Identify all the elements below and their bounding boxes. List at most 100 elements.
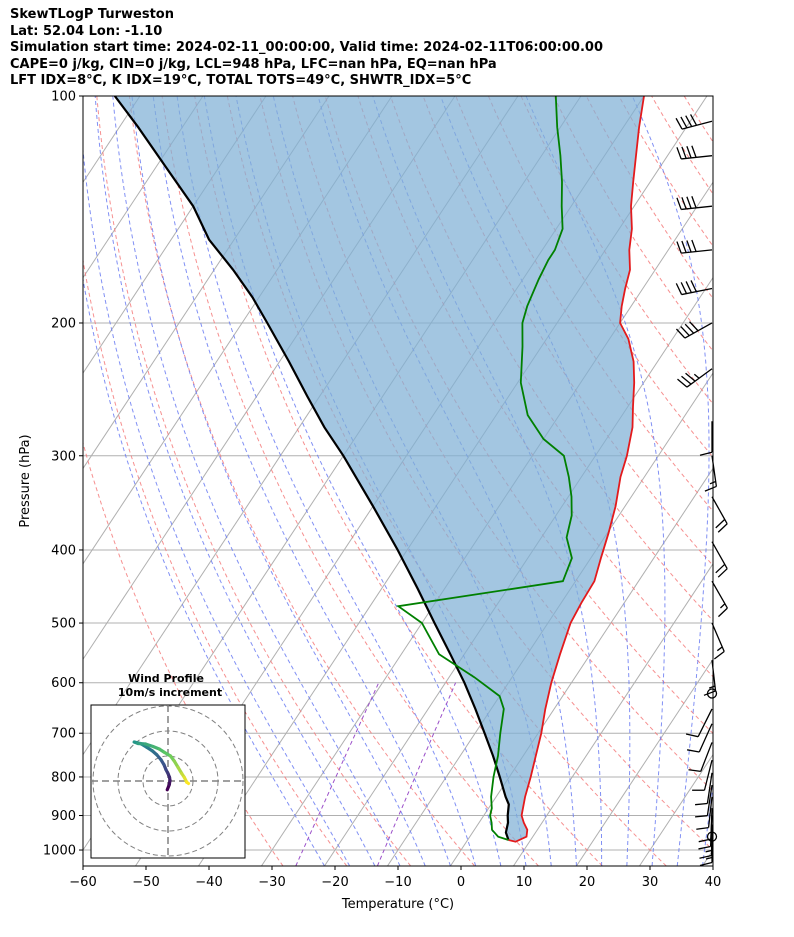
wind-barb-feather	[686, 196, 692, 209]
wind-barb	[675, 114, 713, 130]
dry-adiabat	[618, 96, 713, 247]
x-tick-label: 40	[705, 875, 722, 890]
dry-adiabat	[750, 96, 794, 866]
wind-barb-feather	[691, 145, 697, 158]
moist-adiabat	[112, 96, 401, 866]
wind-barb	[704, 455, 718, 492]
wind-barb-half-feather	[709, 480, 716, 485]
mixing-ratio-line	[295, 682, 380, 866]
wind-barb-feather	[685, 115, 693, 127]
wind-barb-feather	[696, 826, 709, 830]
y-tick-label: 400	[51, 543, 76, 558]
wind-barb-feather	[688, 769, 701, 772]
wind-barb	[698, 808, 713, 843]
x-tick-label: 10	[516, 875, 533, 890]
hodograph-title: Wind Profile	[128, 672, 204, 685]
wind-barb-shaft	[711, 580, 728, 609]
wind-barb-feather	[703, 690, 716, 696]
wind-barb	[676, 239, 713, 254]
wind-barb	[688, 742, 713, 772]
cape-cin-area	[114, 96, 645, 842]
wind-barb-shaft	[700, 742, 713, 772]
wind-barb-feather	[686, 749, 700, 753]
wind-barb-feather	[680, 116, 688, 129]
hodograph-inset: Wind Profile 10m/s increment	[90, 672, 246, 859]
wind-barb-feather	[685, 281, 692, 293]
moist-adiabat	[131, 96, 426, 866]
temperature-line	[508, 96, 645, 843]
dry-adiabat	[683, 96, 713, 143]
isotherm-gridline	[83, 96, 267, 374]
indices-line: LFT IDX=8°C, K IDX=19°C, TOTAL TOTS=49°C…	[10, 73, 472, 88]
wind-barb-feather	[698, 845, 711, 850]
wind-barb-half-feather	[705, 856, 713, 860]
wind-barb-shaft	[681, 155, 713, 160]
wind-barb	[686, 723, 713, 753]
wind-barb	[677, 368, 713, 388]
wind-barb-feather	[685, 372, 696, 382]
wind-barb-feather	[675, 117, 683, 130]
wind-barb	[711, 496, 728, 533]
moist-adiabat	[176, 96, 477, 866]
wind-barb-feather	[680, 326, 690, 337]
wind-barb-feather	[681, 197, 687, 210]
x-tick-label: 20	[579, 875, 596, 890]
wind-barb-shaft	[697, 708, 713, 737]
location-line: Lat: 52.04 Lon: -1.10	[10, 23, 163, 39]
wind-barb-feather	[713, 651, 725, 660]
wind-barb-feather	[680, 282, 688, 294]
wind-barb-feather	[717, 523, 728, 533]
dry-adiabat	[128, 96, 475, 866]
isotherm-gridline	[639, 753, 713, 866]
wind-barb	[695, 784, 713, 818]
moist-adiabat	[94, 96, 376, 866]
y-tick-label: 300	[51, 449, 76, 464]
wind-barb-shaft	[684, 322, 713, 339]
wind-barb-shaft	[703, 759, 713, 791]
y-tick-label: 700	[51, 727, 76, 742]
wind-barb-shaft	[710, 808, 713, 840]
wind-barb-half-feather	[708, 685, 716, 689]
wind-barb-feather	[691, 239, 697, 252]
wind-barb-feather	[691, 196, 697, 209]
chart-title: SkewTLogP Turweston	[10, 7, 174, 22]
wind-barb-feather	[695, 815, 708, 818]
chart-header: SkewTLogP Turweston Lat: 52.04 Lon: -1.1…	[10, 7, 790, 90]
parcel-profile-line	[113, 96, 510, 841]
wind-barb-feather	[676, 197, 682, 210]
wind-barb	[692, 759, 713, 791]
wind-barb-feather	[681, 375, 692, 385]
dry-adiabat	[422, 96, 713, 567]
dry-adiabat	[651, 96, 713, 195]
plot-data	[113, 96, 645, 843]
wind-barb	[685, 708, 713, 738]
wind-barb-feather	[675, 328, 686, 339]
wind-barb-shaft	[681, 249, 713, 254]
x-tick-label: 30	[642, 875, 659, 890]
wind-barb-feather	[699, 861, 713, 867]
y-tick-label: 600	[51, 676, 76, 691]
x-tick-label: 0	[457, 875, 465, 890]
moist-adiabat	[631, 96, 710, 866]
wind-barb-shaft	[711, 541, 728, 570]
wind-barb-feather	[689, 321, 699, 332]
moist-adiabat	[525, 96, 666, 866]
wind-barb-feather	[675, 283, 683, 295]
wind-barb-half-feather	[693, 373, 700, 379]
wind-barb-feather	[698, 838, 711, 843]
wind-barb-feather	[717, 568, 728, 578]
wind-barb	[711, 622, 725, 660]
axis-ticks: −60 −50 −40 −30 −20 −10 0 10 20 30 40 1000 900 800 700…	[43, 90, 721, 891]
dry-adiabat	[226, 96, 667, 866]
wind-barb-feather	[699, 854, 712, 859]
wind-barb-half-feather	[705, 849, 712, 853]
wind-barb-feather	[690, 280, 697, 292]
wind-barb-shaft	[698, 723, 713, 753]
wind-barb	[711, 541, 728, 578]
y-tick-label: 500	[51, 617, 76, 632]
wind-barb-feather	[684, 323, 695, 334]
wind-barb-feather	[681, 146, 687, 159]
moist-adiabat	[372, 96, 603, 866]
moist-adiabat	[152, 96, 451, 866]
wind-barb-feather	[676, 241, 682, 254]
